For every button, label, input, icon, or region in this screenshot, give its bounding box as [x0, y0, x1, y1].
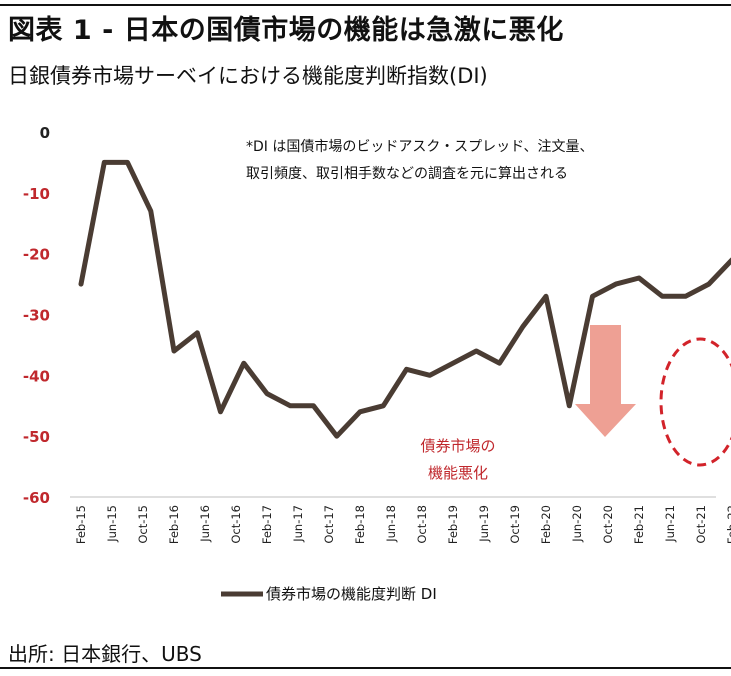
x-tick-label: Oct-16: [229, 505, 243, 544]
x-tick-label: Oct-19: [508, 505, 522, 544]
x-tick-label: Feb-16: [167, 505, 181, 544]
y-tick-label: 0: [40, 124, 50, 142]
bottom-rule: [0, 667, 731, 669]
top-rule: [0, 4, 731, 6]
x-tick-label: Feb-22: [725, 505, 731, 544]
series-line: [78, 159, 731, 439]
x-tick-label: Jun-18: [384, 505, 398, 543]
note-line-1: *DI は国債市場のビッドアスク・スプレッド、注文量、: [246, 138, 594, 155]
y-tick-label: -10: [23, 185, 50, 203]
x-tick-label: Feb-17: [260, 505, 274, 544]
x-tick-label: Jun-20: [570, 505, 584, 543]
y-tick-label: -60: [23, 489, 50, 507]
y-tick-label: -40: [23, 367, 50, 385]
highlight-circle: [659, 337, 731, 467]
x-tick-label: Oct-21: [694, 505, 708, 544]
x-tick-label: Feb-15: [74, 505, 88, 544]
x-tick-label: Feb-19: [446, 505, 460, 544]
page-title: 図表 1 - 日本の国債市場の機能は急激に悪化: [8, 15, 564, 46]
x-tick-label: Feb-21: [632, 505, 646, 544]
chart-subtitle: 日銀債券市場サーベイにおける機能度判断指数(DI): [8, 64, 488, 88]
x-tick-label: Feb-18: [353, 505, 367, 544]
down-arrow-icon: [575, 325, 636, 437]
x-tick-label: Jun-15: [105, 505, 119, 543]
x-tick-label: Oct-18: [415, 505, 429, 544]
x-tick-label: Feb-20: [539, 505, 553, 544]
callout-line-2: 機能悪化: [428, 464, 488, 482]
x-tick-label: Jun-19: [477, 505, 491, 543]
x-tick-label: Jun-21: [663, 505, 677, 543]
x-tick-label: Jun-16: [198, 505, 212, 543]
y-tick-label: -50: [23, 428, 50, 446]
y-axis: 0 -10 -20 -30 -40 -50 -60: [23, 124, 50, 507]
callout-line-1: 債券市場の: [420, 437, 495, 455]
x-tick-label: Jun-17: [291, 505, 305, 543]
series-group: [78, 159, 731, 439]
x-tick-label: Oct-17: [322, 505, 336, 544]
y-tick-label: -20: [23, 246, 50, 264]
x-tick-label: Oct-15: [136, 505, 150, 544]
source-note: 出所: 日本銀行、UBS: [8, 642, 202, 666]
x-tick-label: Oct-20: [601, 505, 615, 544]
x-axis: Feb-15 Jun-15 Oct-15 Feb-16 Jun-16 Oct-16 Feb-…: [74, 505, 731, 544]
y-tick-label: -30: [23, 307, 50, 325]
note-line-2: 取引頻度、取引相手数などの調査を元に算出される: [246, 166, 568, 182]
legend-label: 債券市場の機能度判断 DI: [266, 585, 437, 603]
